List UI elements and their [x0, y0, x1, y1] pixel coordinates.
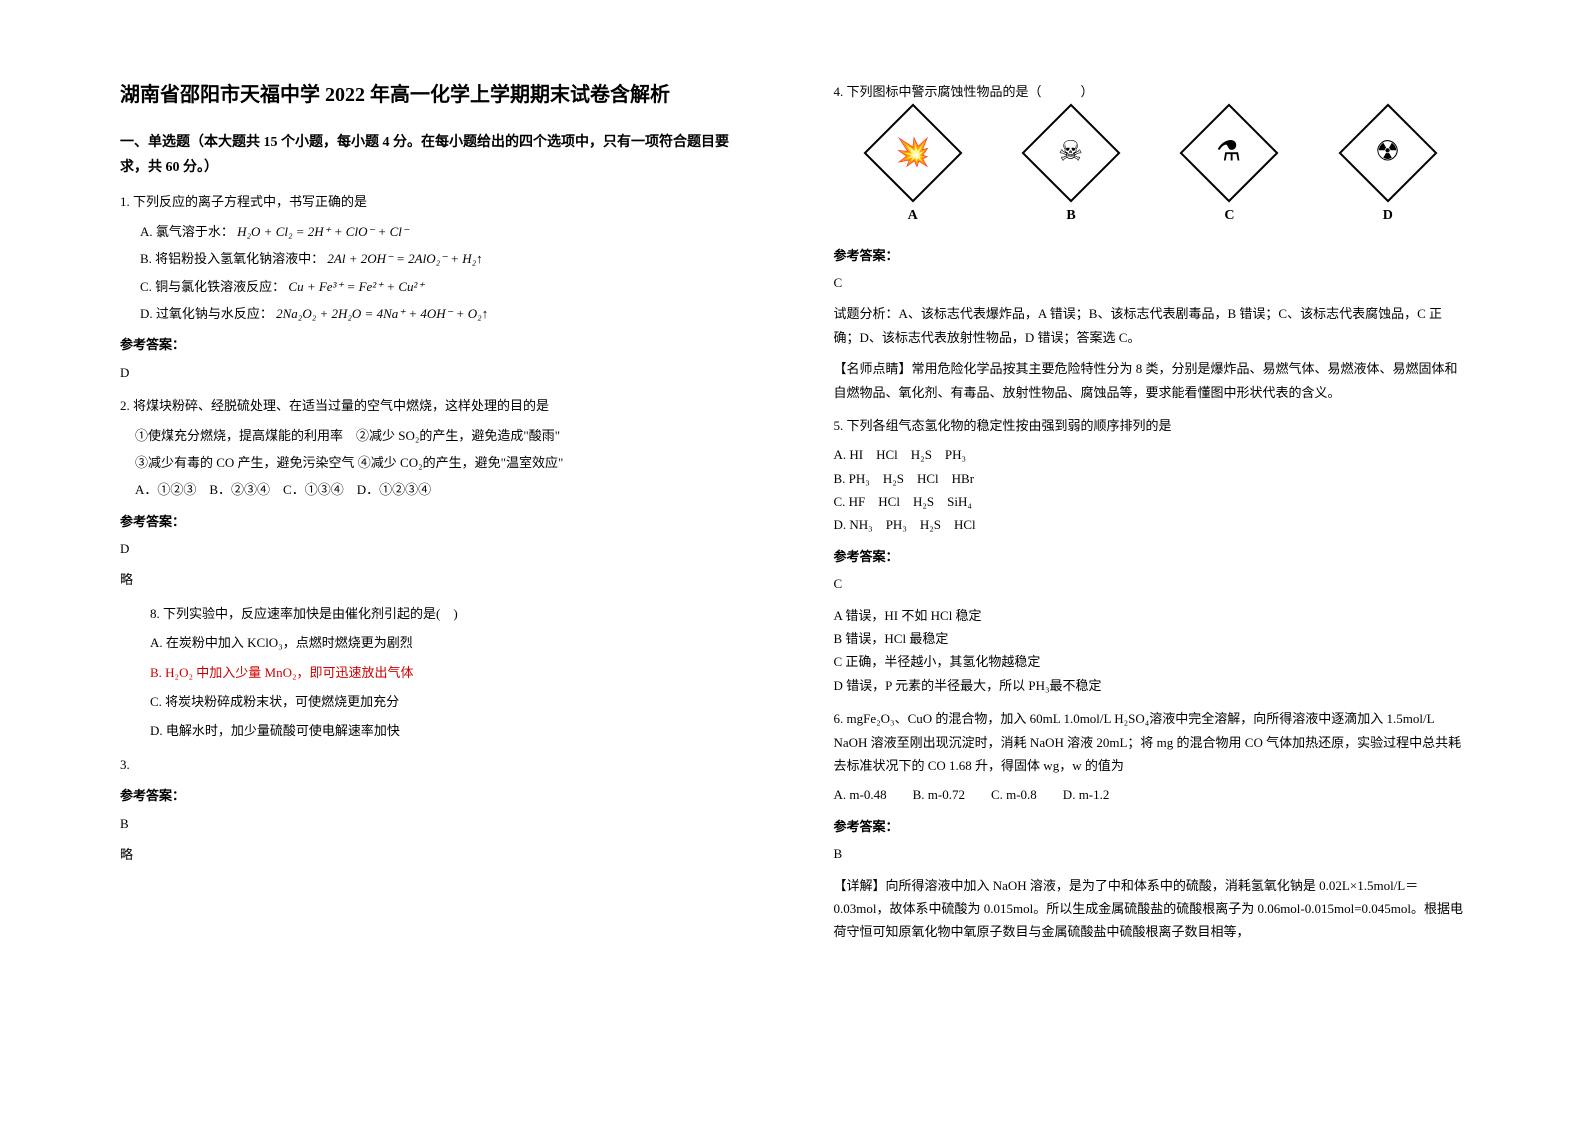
question-4: 4. 下列图标中警示腐蚀性物品的是（ ） 💥 A ☠ B ⚗ C ☢ D 参考答…	[834, 80, 1468, 404]
q4-comment: 【名师点睛】常用危险化学品按其主要危险特性分为 8 类，分别是爆炸品、易燃气体、…	[834, 357, 1468, 404]
right-column: 4. 下列图标中警示腐蚀性物品的是（ ） 💥 A ☠ B ⚗ C ☢ D 参考答…	[794, 80, 1488, 1082]
q1-option-c: C. 铜与氯化铁溶液反应： Cu + Fe³⁺ = Fe²⁺ + Cu²⁺	[140, 275, 754, 298]
corrosive-icon: ⚗	[1180, 104, 1279, 203]
hazard-label-a: A	[908, 203, 918, 228]
q2-text: 2. 将煤块粉碎、经脱硫处理、在适当过量的空气中燃烧，这样处理的目的是	[120, 394, 754, 417]
question-3: 8. 下列实验中，反应速率加快是由催化剂引起的是( ) A. 在炭粉中加入 KC…	[120, 602, 754, 867]
q5-exp-c: C 正确，半径越小，其氢化物越稳定	[834, 650, 1468, 673]
q1-option-b: B. 将铝粉投入氢氧化钠溶液中： 2Al + 2OH⁻ = 2AlO₂⁻ + H…	[140, 247, 754, 270]
hazard-label-c: C	[1224, 203, 1234, 228]
q5-answer: C	[834, 572, 1468, 595]
q3-option-d: D. 电解水时，加少量硫酸可使电解速率加快	[150, 719, 754, 742]
hazard-c: ⚗ C	[1194, 118, 1264, 228]
answer-label: 参考答案：	[834, 815, 1468, 838]
skull-icon: ☠	[1022, 104, 1121, 203]
q5-option-c: C. HF HCl H₂S SiH₄	[834, 490, 1468, 513]
q4-analysis: 试题分析：A、该标志代表爆炸品，A 错误；B、该标志代表剧毒品，B 错误；C、该…	[834, 302, 1468, 349]
question-6: 6. mgFe₂O₃、CuO 的混合物，加入 60mL 1.0mol/L H₂S…	[834, 707, 1468, 944]
radiation-icon: ☢	[1338, 104, 1437, 203]
q6-answer: B	[834, 842, 1468, 865]
answer-label: 参考答案：	[834, 244, 1468, 267]
section-header: 一、单选题（本大题共 15 个小题，每小题 4 分。在每小题给出的四个选项中，只…	[120, 130, 754, 180]
q3-num: 3.	[120, 753, 754, 776]
answer-label: 参考答案：	[834, 545, 1468, 568]
hazard-a: 💥 A	[878, 118, 948, 228]
q2-line2: ③减少有毒的 CO 产生，避免污染空气 ④减少 CO₂的产生，避免"温室效应"	[135, 451, 754, 474]
q6-detail: 【详解】向所得溶液中加入 NaOH 溶液，是为了中和体系中的硫酸，消耗氢氧化钠是…	[834, 874, 1468, 944]
q3-option-c: C. 将炭块粉碎成粉末状，可使燃烧更加充分	[150, 690, 754, 713]
hazard-b: ☠ B	[1036, 118, 1106, 228]
explosion-icon: 💥	[863, 104, 962, 203]
q5-exp-b: B 错误，HCl 最稳定	[834, 627, 1468, 650]
q2-answer: D	[120, 537, 754, 560]
q4-answer: C	[834, 271, 1468, 294]
left-column: 湖南省邵阳市天福中学 2022 年高一化学上学期期末试卷含解析 一、单选题（本大…	[100, 80, 794, 1082]
question-5: 5. 下列各组气态氢化物的稳定性按由强到弱的顺序排列的是 A. HI HCl H…	[834, 414, 1468, 697]
q3-embedded-image: 8. 下列实验中，反应速率加快是由催化剂引起的是( ) A. 在炭粉中加入 KC…	[150, 602, 754, 743]
hazard-icons-row: 💥 A ☠ B ⚗ C ☢ D	[834, 118, 1468, 228]
q3-embedded-text: 8. 下列实验中，反应速率加快是由催化剂引起的是( )	[150, 602, 754, 625]
q3-option-a: A. 在炭粉中加入 KClO₃，点燃时燃烧更为剧烈	[150, 631, 754, 654]
q2-note: 略	[120, 568, 754, 591]
answer-label: 参考答案：	[120, 333, 754, 356]
hazard-label-d: D	[1383, 203, 1393, 228]
q3-option-b: B. H₂O₂ 中加入少量 MnO₂，即可迅速放出气体	[150, 661, 754, 684]
q3-note: 略	[120, 843, 754, 866]
q5-option-d: D. NH₃ PH₃ H₂S HCl	[834, 513, 1468, 536]
q3-answer: B	[120, 812, 754, 835]
q1-option-d: D. 过氧化钠与水反应： 2Na₂O₂ + 2H₂O = 4Na⁺ + 4OH⁻…	[140, 302, 754, 325]
q5-text: 5. 下列各组气态氢化物的稳定性按由强到弱的顺序排列的是	[834, 414, 1468, 437]
question-2: 2. 将煤块粉碎、经脱硫处理、在适当过量的空气中燃烧，这样处理的目的是 ①使煤充…	[120, 394, 754, 592]
q6-text: 6. mgFe₂O₃、CuO 的混合物，加入 60mL 1.0mol/L H₂S…	[834, 707, 1468, 777]
q5-exp-d: D 错误，P 元素的半径最大，所以 PH₃最不稳定	[834, 674, 1468, 697]
q5-option-b: B. PH₃ H₂S HCl HBr	[834, 467, 1468, 490]
q1-answer: D	[120, 361, 754, 384]
page-title: 湖南省邵阳市天福中学 2022 年高一化学上学期期末试卷含解析	[120, 80, 754, 110]
q5-option-a: A. HI HCl H₂S PH₃	[834, 443, 1468, 466]
answer-label: 参考答案：	[120, 784, 754, 807]
q1-text: 1. 下列反应的离子方程式中，书写正确的是	[120, 190, 754, 213]
q6-options: A. m-0.48 B. m-0.72 C. m-0.8 D. m-1.2	[834, 783, 1468, 806]
q2-line1: ①使煤充分燃烧，提高煤能的利用率 ②减少 SO₂的产生，避免造成"酸雨"	[135, 424, 754, 447]
hazard-label-b: B	[1066, 203, 1075, 228]
q5-exp-a: A 错误，HI 不如 HCl 稳定	[834, 604, 1468, 627]
q4-text: 4. 下列图标中警示腐蚀性物品的是（ ）	[834, 80, 1468, 103]
q1-option-a: A. 氯气溶于水： H₂O + Cl₂ = 2H⁺ + ClO⁻ + Cl⁻	[140, 220, 754, 243]
question-1: 1. 下列反应的离子方程式中，书写正确的是 A. 氯气溶于水： H₂O + Cl…	[120, 190, 754, 384]
answer-label: 参考答案：	[120, 510, 754, 533]
q2-options: A．①②③ B．②③④ C．①③④ D．①②③④	[135, 478, 754, 501]
hazard-d: ☢ D	[1353, 118, 1423, 228]
